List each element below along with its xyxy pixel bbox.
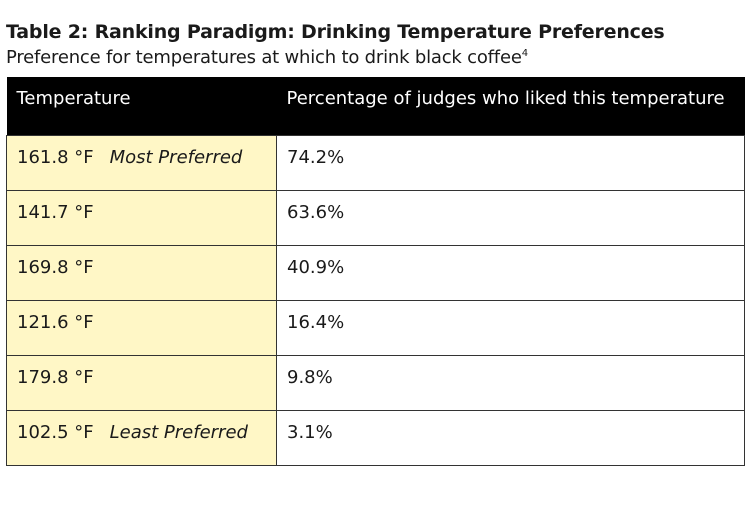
temperature-cell: 121.6 °F (6, 299, 277, 356)
header-temperature: Temperature (6, 77, 277, 135)
temperature-value: 102.5 °F (17, 421, 94, 443)
temperature-value: 121.6 °F (17, 311, 94, 333)
temperature-cell: 102.5 °F Least Preferred (6, 409, 277, 466)
temperature-value: 141.7 °F (17, 201, 94, 223)
percentage-cell: 3.1% (276, 409, 745, 466)
table-row: 179.8 °F 9.8% (6, 354, 745, 411)
temperature-cell: 141.7 °F (6, 189, 277, 246)
percentage-cell: 9.8% (276, 354, 745, 411)
table-title: Table 2: Ranking Paradigm: Drinking Temp… (6, 21, 665, 43)
percentage-cell: 40.9% (276, 244, 745, 301)
temperature-cell: 179.8 °F (6, 354, 277, 411)
preference-label: Most Preferred (109, 146, 243, 168)
table-header-row: Temperature Percentage of judges who lik… (6, 77, 745, 135)
temperature-cell: 161.8 °F Most Preferred (6, 134, 277, 191)
temperature-value: 169.8 °F (17, 256, 94, 278)
temperature-value: 179.8 °F (17, 366, 94, 388)
temperature-preference-table: Temperature Percentage of judges who lik… (6, 77, 745, 466)
table-row: 141.7 °F 63.6% (6, 189, 745, 246)
table-row: 161.8 °F Most Preferred 74.2% (6, 134, 745, 191)
table-row: 121.6 °F 16.4% (6, 299, 745, 356)
table-row: 102.5 °F Least Preferred 3.1% (6, 409, 745, 466)
footnote-marker: 4 (521, 48, 528, 59)
percentage-cell: 16.4% (276, 299, 745, 356)
percentage-cell: 63.6% (276, 189, 745, 246)
subtitle-text: Preference for temperatures at which to … (6, 47, 522, 68)
preference-label: Least Preferred (109, 421, 248, 443)
table-subtitle: Preference for temperatures at which to … (6, 46, 528, 70)
percentage-cell: 74.2% (276, 134, 745, 191)
temperature-value: 161.8 °F (17, 146, 94, 168)
temperature-cell: 169.8 °F (6, 244, 277, 301)
header-percentage: Percentage of judges who liked this temp… (276, 77, 745, 135)
table-row: 169.8 °F 40.9% (6, 244, 745, 301)
